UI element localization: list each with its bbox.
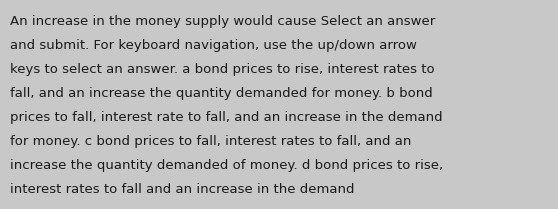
Text: fall, and an increase the quantity demanded for money. b bond: fall, and an increase the quantity deman… [10,87,433,100]
Text: interest rates to fall and an increase in the demand: interest rates to fall and an increase i… [10,183,354,196]
Text: and submit. For keyboard navigation, use the up/down arrow: and submit. For keyboard navigation, use… [10,39,417,52]
Text: keys to select an answer. a bond prices to rise, interest rates to: keys to select an answer. a bond prices … [10,63,435,76]
Text: An increase in the money supply would cause Select an answer: An increase in the money supply would ca… [10,15,435,28]
Text: increase the quantity demanded of money. d bond prices to rise,: increase the quantity demanded of money.… [10,159,443,172]
Text: prices to fall, interest rate to fall, and an increase in the demand: prices to fall, interest rate to fall, a… [10,111,442,124]
Text: for money. c bond prices to fall, interest rates to fall, and an: for money. c bond prices to fall, intere… [10,135,411,148]
